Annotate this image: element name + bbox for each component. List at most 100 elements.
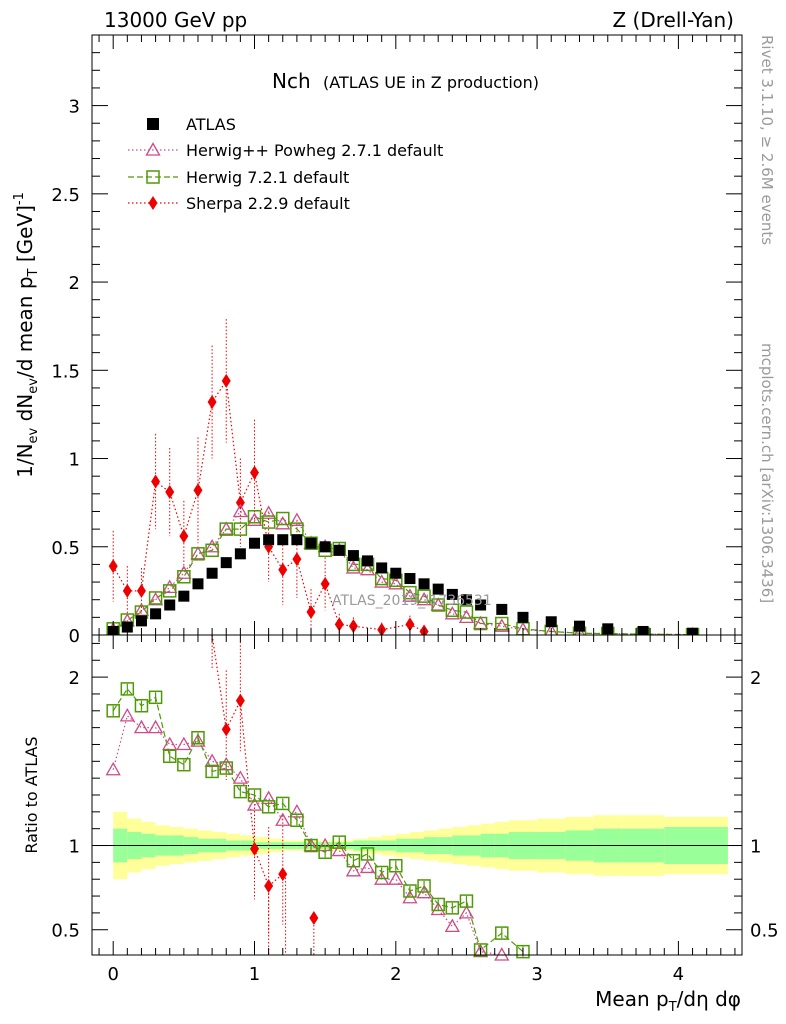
herwig7-ratio-point — [219, 761, 233, 775]
ratio-series-layer — [105, 634, 530, 961]
herwigpp-ratio-point — [444, 918, 460, 933]
herwig7-point — [459, 605, 474, 619]
ratio-tick-label: 2 — [69, 668, 80, 689]
legend-herwig7-marker — [146, 170, 160, 184]
atlas-point — [178, 590, 190, 602]
herwigpp-ratio-point — [430, 901, 446, 916]
sherpa-point — [179, 529, 189, 544]
ratio-axis-ticks: 0 1 2 3 4 0.5 0.5 1 1 2 2 — [51, 635, 779, 985]
ratio-band-layer — [92, 811, 742, 880]
chart-title: Nch (ATLAS UE in Z production) — [272, 69, 539, 93]
herwigpp-point — [190, 546, 206, 560]
herwig7-ratio-point — [191, 730, 205, 745]
sherpa-point — [250, 465, 259, 480]
atlas-point — [220, 557, 232, 569]
herwig7-ratio-point — [148, 690, 163, 705]
sherpa-ratio-point — [250, 841, 259, 856]
herwigpp-point — [359, 561, 376, 576]
atlas-point — [319, 541, 331, 553]
atlas-point — [305, 537, 317, 549]
analysis-watermark: ATLAS_2019_I1736531 — [332, 593, 492, 609]
herwig7-point — [431, 598, 445, 612]
herwig7-ratio-point — [346, 853, 361, 868]
atlas-point — [121, 621, 133, 633]
herwigpp-ratio-point — [246, 797, 263, 811]
sherpa-point — [221, 373, 231, 388]
sherpa-point — [278, 562, 288, 577]
atlas-point — [291, 534, 303, 546]
herwig7-point — [495, 616, 509, 631]
atlas-point — [517, 611, 529, 623]
herwig7-point — [276, 511, 290, 526]
sherpa-point — [320, 576, 330, 591]
ratio-tick-label-right: 2 — [750, 668, 761, 689]
sherpa-point — [207, 395, 217, 410]
herwig7-point — [445, 603, 460, 618]
main-series-layer — [105, 319, 701, 642]
herwig7-point — [148, 591, 163, 605]
ratio-panel-background — [92, 635, 742, 955]
herwigpp-point — [444, 606, 460, 620]
atlas-point — [333, 544, 345, 556]
y-tick-label: 1.5 — [51, 361, 80, 382]
herwig7-point — [177, 570, 191, 584]
herwigpp-point — [458, 609, 475, 624]
herwigpp-point — [416, 591, 432, 606]
header-right: Z (Drell-Yan) — [612, 8, 734, 32]
legend-atlas-label: ATLAS — [186, 115, 236, 134]
herwig7-ratio-point — [177, 757, 191, 772]
sherpa-ratio-point — [235, 693, 245, 708]
atlas-point — [263, 534, 275, 546]
herwigpp-point — [345, 560, 362, 574]
herwigpp-point — [246, 512, 263, 526]
sherpa-point — [334, 617, 344, 632]
ratio-tick-label: 0.5 — [51, 921, 80, 942]
herwigpp-ratio-point — [345, 862, 362, 877]
sherpa-point — [235, 495, 245, 510]
atlas-point — [277, 534, 289, 546]
herwigpp-point — [176, 565, 192, 579]
herwigpp-ratio-point — [331, 842, 347, 857]
herwig7-ratio-point — [360, 847, 375, 861]
herwigpp-point — [133, 602, 150, 616]
herwigpp-point — [374, 574, 390, 588]
sherpa-ratio-point — [309, 910, 319, 925]
sherpa-point — [405, 617, 415, 632]
legend: ATLAS Herwig++ Powheg 2.7.1 default Herw… — [128, 115, 443, 213]
herwig7-point — [247, 510, 262, 524]
herwigpp-point — [218, 521, 234, 535]
herwigpp-ratio-point — [494, 947, 510, 961]
herwig7-ratio-point — [233, 784, 248, 799]
sherpa-point — [306, 605, 316, 620]
ratio-y-axis-label: Ratio to ATLAS — [22, 736, 41, 853]
herwigpp-point — [289, 512, 305, 526]
atlas-point — [234, 548, 246, 560]
herwigpp-point — [388, 576, 404, 590]
herwig7-ratio-point — [162, 749, 177, 764]
herwigpp-ratio-point — [162, 736, 178, 751]
herwigpp-ratio-point — [133, 719, 150, 734]
herwig7-ratio-point — [332, 835, 347, 849]
sherpa-point — [193, 483, 203, 498]
y-tick-label: 3 — [69, 97, 80, 118]
legend-herwigpp-marker — [145, 142, 161, 156]
y-tick-label: 0 — [69, 626, 80, 647]
sherpa-point — [348, 619, 358, 634]
herwig7-ratio-point — [473, 943, 488, 957]
rivet-label: Rivet 3.1.10, ≥ 2.6M events — [758, 35, 776, 245]
atlas-point — [432, 583, 444, 595]
y-tick-label: 2 — [69, 273, 80, 294]
mcplots-label: mcplots.cern.ch [arXiv:1306.3436] — [758, 343, 776, 603]
atlas-point — [206, 567, 218, 579]
herwig7-ratio-point — [445, 901, 460, 915]
atlas-point — [545, 616, 557, 628]
y-tick-label: 1 — [69, 450, 80, 471]
atlas-point — [404, 573, 416, 585]
legend-herwigpp-label: Herwig++ Powheg 2.7.1 default — [186, 141, 443, 160]
atlas-point — [150, 608, 162, 620]
atlas-point — [446, 588, 458, 600]
y-axis-label: 1/Nev dNev/d mean pT [GeV]-1 — [12, 192, 41, 478]
atlas-point — [192, 578, 204, 590]
x-tick-label: 2 — [390, 964, 401, 985]
x-tick-label: 4 — [673, 964, 684, 985]
